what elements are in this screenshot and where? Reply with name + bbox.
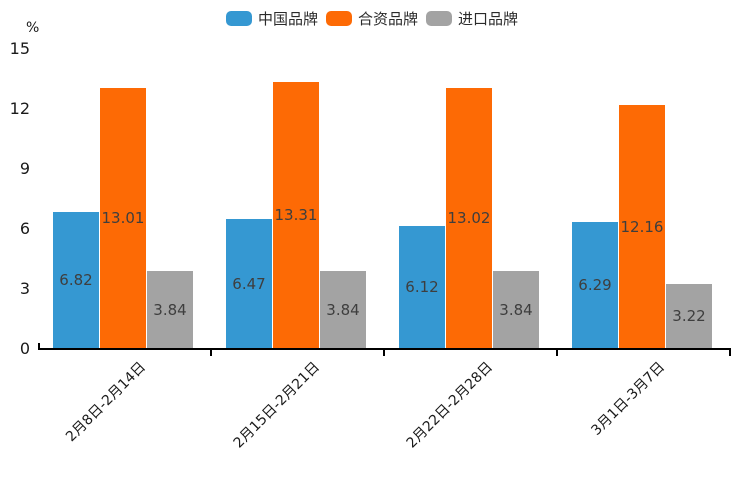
legend-item-series-1[interactable]: 合资品牌 — [325, 8, 418, 29]
bar-合资品牌-3: 12.16 — [619, 105, 665, 348]
chart-legend: 中国品牌 合资品牌 进口品牌 — [0, 8, 744, 29]
y-tick-label-3: 3 — [19, 279, 30, 298]
x-axis-tick — [729, 350, 731, 356]
bar-合资品牌-1: 13.31 — [273, 82, 319, 348]
bar-中国品牌-1: 6.47 — [226, 219, 272, 348]
y-axis-unit-label: % — [26, 20, 40, 36]
x-category-label-2: 2月22日-2月28日 — [403, 359, 496, 452]
x-axis-tick — [556, 350, 558, 356]
bar-value-label: 6.47 — [232, 274, 266, 293]
legend-swatch-icon — [225, 11, 252, 26]
bar-进口品牌-2: 3.84 — [493, 271, 539, 348]
bar-进口品牌-0: 3.84 — [147, 271, 193, 348]
bar-value-label: 13.02 — [447, 209, 491, 227]
legend-item-series-2[interactable]: 进口品牌 — [426, 8, 518, 29]
bar-value-label: 3.84 — [499, 300, 533, 319]
bar-value-label: 12.16 — [620, 217, 664, 236]
legend-label: 中国品牌 — [257, 10, 318, 28]
x-axis-tick — [210, 350, 212, 356]
x-category-label-3: 3月1日-3月7日 — [588, 359, 669, 439]
legend-item-series-0[interactable]: 中国品牌 — [225, 8, 318, 29]
bar-合资品牌-2: 13.02 — [446, 88, 492, 348]
bar-进口品牌-1: 3.84 — [320, 271, 366, 348]
bar-value-label: 13.31 — [274, 206, 318, 224]
legend-swatch-icon — [325, 11, 352, 26]
bar-value-label: 3.22 — [672, 307, 706, 325]
y-tick-label-15: 15 — [9, 39, 30, 58]
bar-value-label: 3.84 — [153, 300, 187, 319]
bar-value-label: 6.82 — [59, 271, 93, 289]
bar-value-label: 3.84 — [326, 300, 360, 319]
bar-中国品牌-2: 6.12 — [399, 226, 445, 348]
legend-swatch-icon — [426, 11, 452, 26]
x-category-label-1: 2月15日-2月21日 — [230, 359, 323, 452]
bar-进口品牌-3: 3.22 — [666, 284, 712, 348]
x-category-label-0: 2月8日-2月14日 — [63, 359, 150, 446]
bar-中国品牌-0: 6.82 — [53, 212, 99, 348]
y-axis-stub — [38, 343, 40, 349]
legend-label: 进口品牌 — [458, 10, 519, 28]
x-axis-line — [38, 348, 731, 350]
y-tick-label-6: 6 — [19, 219, 30, 238]
y-tick-label-0: 0 — [19, 339, 30, 358]
bar-value-label: 6.29 — [578, 276, 612, 294]
bar-value-label: 6.12 — [405, 278, 439, 296]
bar-中国品牌-3: 6.29 — [572, 222, 618, 348]
bar-value-label: 13.01 — [101, 209, 145, 227]
x-axis-tick — [383, 350, 385, 356]
y-tick-label-12: 12 — [9, 99, 30, 118]
bar-合资品牌-0: 13.01 — [100, 88, 146, 348]
legend-label: 合资品牌 — [357, 10, 418, 28]
y-tick-label-9: 9 — [19, 159, 30, 178]
